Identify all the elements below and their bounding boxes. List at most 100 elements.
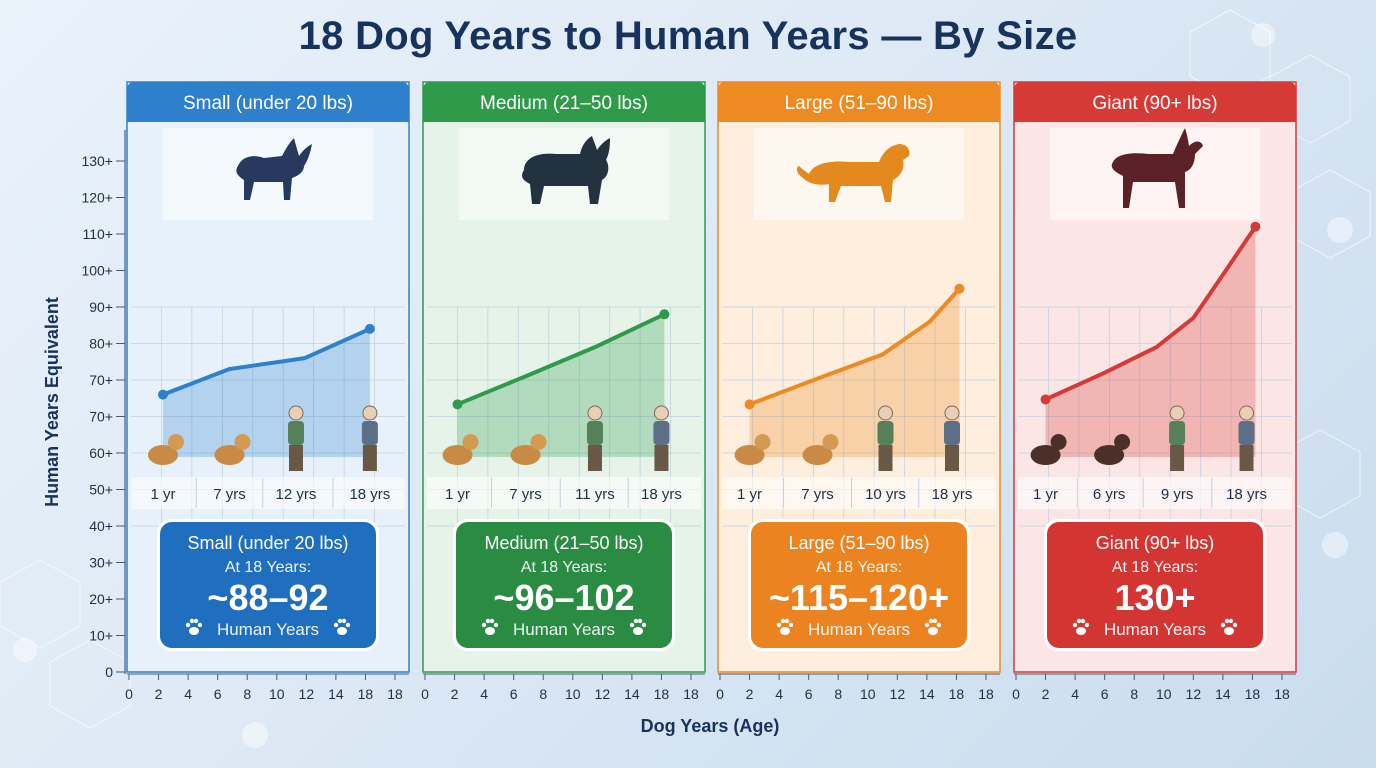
x-tick-label: 6 [214,686,222,702]
paw-icon [629,618,647,635]
paw-toe [637,618,643,624]
paw-toe [185,622,191,628]
category-label: 18 yrs [641,486,682,503]
paw-pad [337,627,347,635]
summary-unit: Human Years [808,620,910,639]
paw-toe [1220,622,1226,628]
x-tick-label: 10 [1156,686,1172,702]
paw-icon [1220,618,1238,635]
dog-figure-head [167,434,184,450]
y-tick-label: 80+ [89,336,113,352]
paw-toe [780,618,786,624]
panel-large: Large (51–90 lbs) 1 yr 7 yrs 10 yrs 18 yrs La… [716,81,1001,702]
x-tick-label: 2 [746,686,754,702]
dog-figure-head [1050,434,1067,450]
paw-icon [924,618,942,635]
dog-figure-head [822,434,839,450]
x-tick-label: 18 [1274,686,1290,702]
x-tick-label: 0 [125,686,133,702]
dog-figure [442,445,473,465]
summary-value: 130+ [1114,577,1195,618]
elderly-figure-body [653,421,670,445]
y-tick-label: 50+ [89,482,113,498]
panel-header-label: Small (under 20 lbs) [183,93,353,114]
summary-unit: Human Years [1104,620,1206,639]
dog-figure [1094,445,1125,465]
category-label: 1 yr [737,486,762,503]
paw-pad [1076,627,1086,635]
paw-icon [776,618,794,635]
data-point [452,399,463,410]
x-tick-label: 12 [1186,686,1202,702]
summary-card [456,522,672,648]
elderly-figure-legs [587,445,602,471]
summary-value: ~115–120+ [769,577,949,618]
paw-toe [788,622,794,628]
paw-toe [345,622,351,628]
paw-pad [633,627,643,635]
elderly-figure-legs [945,445,960,471]
y-tick-label: 90+ [89,299,113,315]
summary-value: ~88–92 [207,577,328,618]
panel-small: Small (under 20 lbs) 1 yr 7 yrs 12 yrs 18 yr… [125,81,410,702]
x-tick-label: 10 [860,686,876,702]
elderly-figure-legs [878,445,893,471]
data-point [1040,394,1051,405]
y-tick-label: 0 [105,664,113,680]
panel-header-label: Medium (21–50 lbs) [480,93,648,114]
data-point [954,283,965,294]
paw-icon [333,618,351,635]
x-tick-label: 12 [890,686,906,702]
elderly-figure-head [587,405,603,421]
paw-toe [784,618,790,624]
paw-pad [485,627,495,635]
dog-figure-head [530,434,547,450]
paw-toe [333,622,339,628]
paw-toe [489,618,495,624]
y-tick-label: 10+ [89,628,113,644]
series-area [1045,226,1256,457]
category-label: 7 yrs [801,486,834,503]
series-line [747,286,962,407]
x-tick-label: 2 [155,686,163,702]
y-tick-label: 130+ [81,153,113,169]
summary-title: Giant (90+ lbs) [1096,533,1215,553]
x-tick-label: 12 [595,686,611,702]
y-tick-label: 70+ [89,409,113,425]
summary-value: ~96–102 [493,577,634,618]
summary-card [160,522,376,648]
x-tick-label: 4 [775,686,783,702]
panel-header-label: Large (51–90 lbs) [785,93,934,114]
dog-figure [1030,445,1061,465]
summary-subtitle: At 18 Years: [816,559,902,576]
x-tick-label: 14 [1215,686,1231,702]
data-point [364,323,375,334]
x-tick-label: 4 [184,686,192,702]
elderly-figure-legs [1239,445,1254,471]
paw-toe [197,622,203,628]
category-label: 12 yrs [276,486,317,503]
category-label: 18 yrs [349,486,390,503]
elderly-figure-head [653,405,669,421]
dog-figure [214,445,245,465]
paw-toe [493,622,499,628]
category-row [131,477,405,509]
elderly-figure-body [944,421,961,445]
y-tick-label: 100+ [81,263,113,279]
x-tick-label: 18 [358,686,374,702]
panel-header [127,82,409,122]
x-tick-label: 0 [1012,686,1020,702]
paw-toe [629,622,635,628]
paw-toe [193,618,199,624]
elderly-figure-legs [654,445,669,471]
paw-pad [780,627,790,635]
page-title: 18 Dog Years to Human Years — By Size [298,14,1078,58]
x-tick-label: 18 [978,686,994,702]
great-dane-silhouette-icon [1111,128,1203,208]
x-tick-label: 4 [1071,686,1079,702]
category-label: 11 yrs [575,486,615,503]
series-line [455,312,667,407]
paw-toe [1228,618,1234,624]
summary-card [1047,522,1263,648]
y-tick-label: 40+ [89,518,113,534]
